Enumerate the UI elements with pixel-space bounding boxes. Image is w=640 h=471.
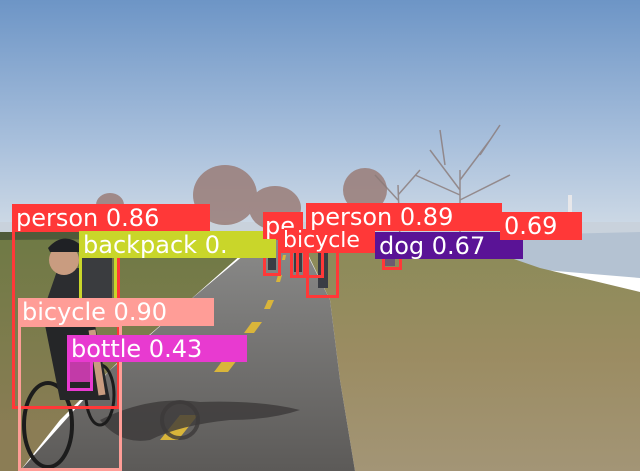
detection-box-bicycle-far bbox=[296, 250, 324, 278]
detection-label: bottle 0.43 bbox=[67, 335, 247, 362]
detection-label: backpack 0. bbox=[79, 231, 276, 258]
detection-label: person 0.86 bbox=[12, 204, 210, 231]
grass-right bbox=[300, 238, 640, 471]
detection-label: 0.69 bbox=[500, 212, 582, 240]
cyclist-shadow bbox=[100, 400, 300, 441]
detection-label: person 0.89 bbox=[306, 203, 502, 231]
detection-box-bottle bbox=[67, 359, 93, 391]
detection-label: bicycle 0.90 bbox=[18, 298, 214, 326]
grass-far-left bbox=[0, 420, 60, 471]
detection-label: bicycle bbox=[281, 229, 375, 253]
detection-label: dog 0.67 bbox=[375, 232, 523, 259]
